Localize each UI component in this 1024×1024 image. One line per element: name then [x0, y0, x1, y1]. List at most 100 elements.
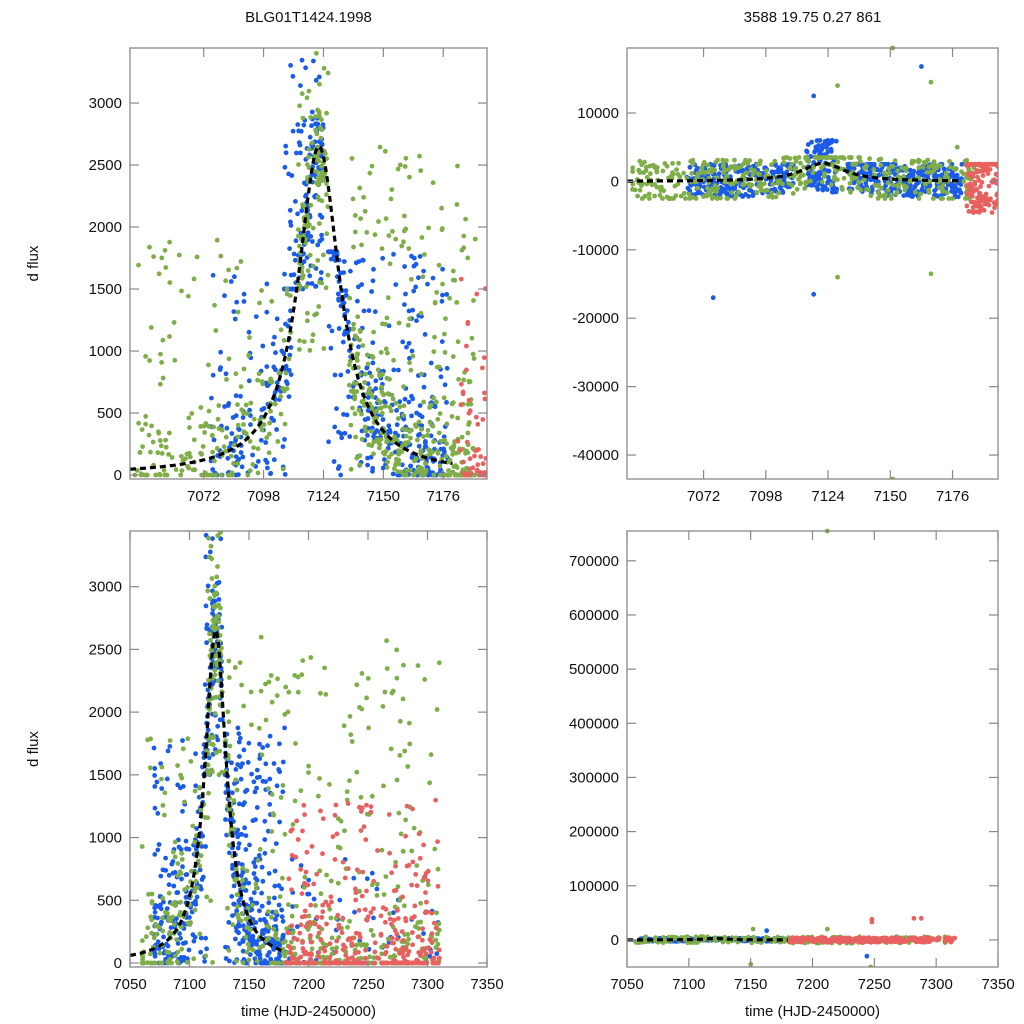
- data-point: [248, 689, 254, 695]
- data-point: [163, 437, 169, 443]
- data-point: [319, 141, 325, 147]
- data-point: [317, 114, 322, 120]
- data-point: [234, 892, 240, 898]
- data-point: [178, 847, 184, 852]
- data-point: [480, 461, 486, 467]
- data-point: [437, 463, 443, 469]
- data-point: [262, 818, 268, 824]
- data-point: [266, 871, 272, 876]
- data-point: [681, 170, 686, 176]
- data-point: [207, 631, 212, 637]
- data-point: [250, 452, 256, 458]
- data-point: [677, 174, 683, 180]
- data-point: [316, 182, 321, 188]
- data-point: [472, 236, 478, 242]
- data-point: [413, 284, 419, 290]
- data-point: [406, 936, 411, 942]
- data-point: [978, 184, 983, 190]
- data-point: [185, 920, 191, 926]
- data-point: [362, 907, 368, 912]
- data-point: [280, 759, 286, 765]
- data-point: [239, 407, 245, 413]
- data-point: [225, 455, 231, 461]
- data-point: [167, 430, 172, 436]
- data-point: [277, 769, 283, 775]
- data-point: [909, 160, 915, 166]
- data-point: [472, 453, 477, 459]
- data-point: [419, 465, 425, 471]
- data-point: [157, 471, 163, 477]
- data-point: [828, 182, 834, 188]
- data-point: [198, 424, 204, 429]
- data-point: [950, 196, 955, 201]
- data-point: [251, 416, 257, 422]
- data-point: [368, 910, 374, 915]
- data-point: [450, 469, 456, 475]
- data-point: [754, 189, 760, 195]
- data-point: [291, 272, 297, 278]
- data-point: [797, 181, 803, 187]
- data-point: [331, 459, 337, 464]
- data-point: [801, 164, 807, 170]
- data-point: [302, 951, 308, 957]
- data-point: [431, 349, 437, 354]
- data-point: [418, 310, 424, 316]
- data-point: [461, 377, 466, 383]
- data-point: [270, 341, 276, 347]
- data-point: [210, 735, 216, 741]
- data-point: [637, 170, 643, 175]
- data-point: [280, 444, 286, 449]
- data-point: [730, 184, 736, 190]
- data-point: [341, 259, 347, 264]
- data-point: [755, 162, 760, 168]
- data-point: [790, 191, 796, 196]
- data-point: [940, 196, 945, 201]
- data-point: [253, 885, 259, 891]
- data-point: [416, 275, 421, 281]
- data-point: [436, 947, 442, 953]
- data-point: [193, 898, 198, 904]
- data-point: [364, 230, 370, 235]
- data-point: [241, 366, 247, 372]
- data-point: [289, 923, 295, 929]
- data-point: [253, 881, 259, 887]
- data-point: [404, 468, 409, 474]
- data-point: [361, 824, 367, 830]
- data-point: [419, 423, 425, 428]
- data-point: [155, 811, 161, 816]
- data-point: [847, 180, 853, 186]
- data-point: [344, 308, 350, 313]
- data-point: [159, 960, 165, 966]
- data-point: [877, 193, 883, 199]
- data-point: [215, 533, 221, 538]
- data-point: [207, 707, 212, 712]
- data-point: [163, 265, 169, 270]
- data-point: [206, 697, 212, 703]
- data-point: [280, 789, 286, 795]
- data-point: [766, 194, 772, 200]
- data-point: [816, 181, 822, 187]
- data-point: [473, 448, 479, 454]
- data-point: [994, 192, 998, 198]
- data-point: [418, 919, 423, 925]
- data-point: [240, 960, 246, 966]
- data-point: [887, 170, 892, 176]
- data-point: [223, 956, 229, 961]
- data-point: [816, 143, 821, 148]
- data-point: [400, 412, 406, 418]
- data-point: [345, 369, 351, 374]
- data-point: [409, 915, 415, 921]
- data-point: [858, 159, 863, 164]
- data-point: [357, 705, 362, 710]
- data-point: [358, 809, 364, 814]
- data-point: [254, 785, 259, 791]
- data-point: [257, 300, 262, 306]
- data-point: [388, 196, 394, 202]
- data-point: [451, 464, 457, 469]
- data-point: [392, 466, 397, 472]
- data-point: [215, 564, 220, 569]
- data-point: [975, 201, 981, 207]
- data-point: [729, 190, 734, 196]
- data-point: [167, 280, 173, 285]
- data-point: [236, 915, 241, 921]
